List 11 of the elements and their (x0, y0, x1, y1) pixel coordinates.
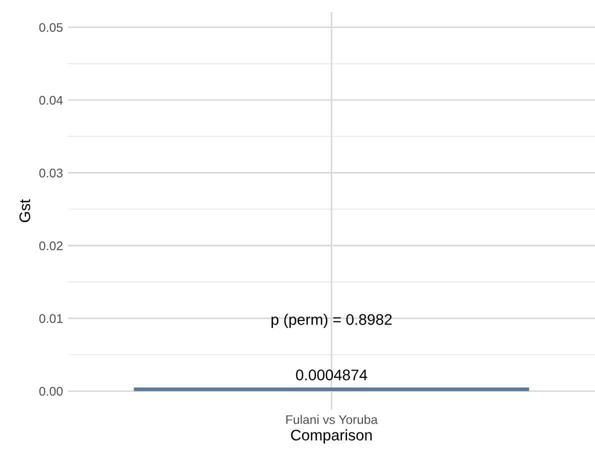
y-axis-title: Gst (19, 199, 30, 222)
annotation: p (perm) = 0.8982 (272, 314, 392, 328)
y-tick-label: 0.01 (39, 314, 63, 323)
y-tick-label: 0.04 (39, 96, 63, 105)
y-tick-label: 0.02 (39, 241, 63, 250)
x-axis-title: Comparison (291, 429, 372, 444)
y-tick-label: 0.03 (39, 168, 63, 178)
x-tick-label: Fulani vs Yoruba (286, 414, 378, 424)
data-label: 0.0004874 (296, 370, 368, 380)
y-tick-label: 0.00 (39, 386, 63, 396)
y-tick-label: 0.05 (39, 23, 63, 32)
